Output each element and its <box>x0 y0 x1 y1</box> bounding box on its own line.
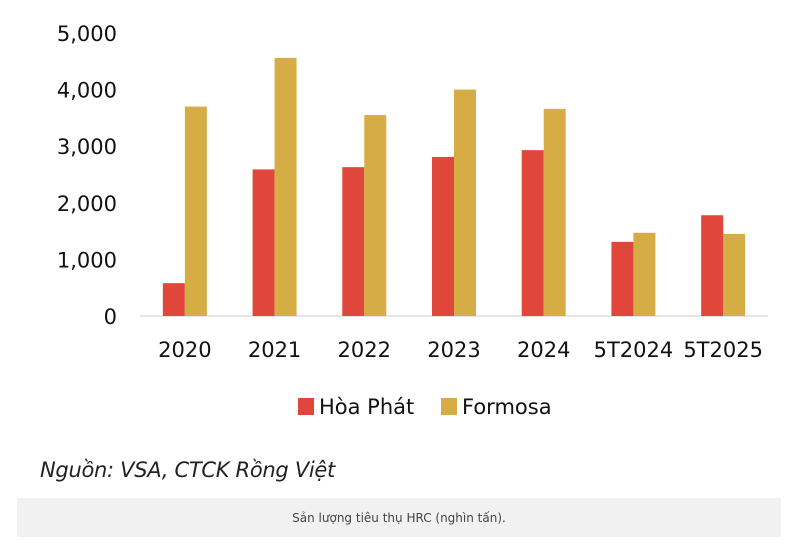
bar-hoa-phat-5t2025 <box>701 215 724 316</box>
bar-formosa-2020 <box>184 106 207 316</box>
x-tick-label: 2022 <box>338 338 391 362</box>
bar-hoa-phat-2020 <box>162 283 185 316</box>
y-tick-label: 5,000 <box>57 22 117 46</box>
legend-label-hoa-phat: Hòa Phát <box>319 395 414 419</box>
bar-hoa-phat-2021 <box>252 169 275 316</box>
bar-hoa-phat-5t2024 <box>611 241 634 316</box>
x-tick-label: 2024 <box>517 338 570 362</box>
bar-formosa-2024 <box>543 108 566 317</box>
y-tick-label: 3,000 <box>57 135 117 159</box>
bar-hoa-phat-2023 <box>432 156 454 316</box>
x-tick-label: 5T2025 <box>683 338 763 362</box>
caption-text: Sản lượng tiêu thụ HRC (nghìn tấn). <box>292 510 506 525</box>
y-axis: 0 1,000 2,000 3,000 4,000 5,000 <box>57 22 117 329</box>
bar-hoa-phat-2024 <box>521 150 544 316</box>
x-tick-label: 2020 <box>158 338 211 362</box>
caption-box: Sản lượng tiêu thụ HRC (nghìn tấn). <box>17 498 781 537</box>
bar-formosa-2023 <box>454 89 476 316</box>
y-tick-label: 0 <box>104 305 117 329</box>
bar-formosa-5t2025 <box>723 233 746 316</box>
bars <box>162 57 746 317</box>
x-tick-label: 5T2024 <box>594 338 674 362</box>
y-tick-label: 4,000 <box>57 79 117 103</box>
bar-formosa-2022 <box>364 115 387 316</box>
legend: Hòa Phát Formosa <box>298 395 552 419</box>
x-axis: 2020 2021 2022 2023 2024 5T2024 5T2025 <box>158 338 763 362</box>
bar-formosa-2021 <box>274 57 297 317</box>
y-tick-label: 1,000 <box>57 248 117 272</box>
bar-formosa-5t2024 <box>633 232 656 316</box>
source-note: Nguồn: VSA, CTCK Rồng Việt <box>40 458 335 482</box>
legend-swatch-hoa-phat <box>298 398 314 415</box>
x-tick-label: 2021 <box>248 338 301 362</box>
bar-hoa-phat-2022 <box>342 167 365 316</box>
x-tick-label: 2023 <box>427 338 480 362</box>
y-tick-label: 2,000 <box>57 192 117 216</box>
legend-swatch-formosa <box>441 398 457 415</box>
legend-label-formosa: Formosa <box>462 395 552 419</box>
